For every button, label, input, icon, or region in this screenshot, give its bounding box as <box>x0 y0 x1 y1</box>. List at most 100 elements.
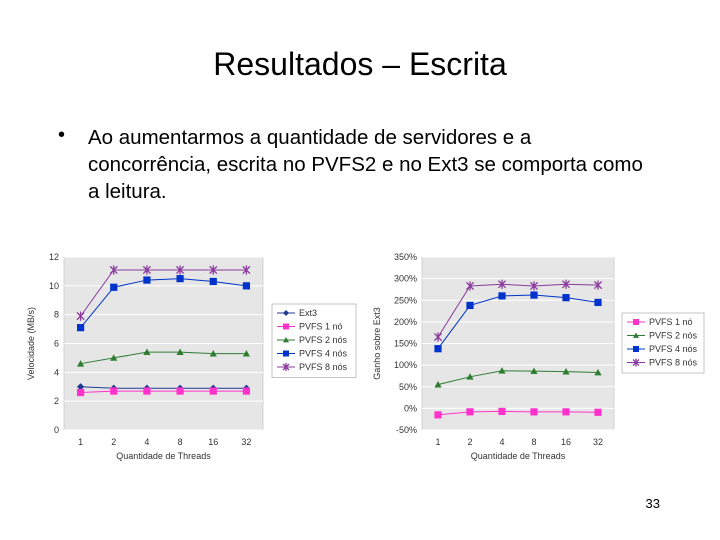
y-tick-label: 0% <box>404 403 417 413</box>
data-point <box>465 281 475 291</box>
y-tick-label: 0 <box>54 425 59 435</box>
data-point <box>110 354 118 361</box>
y-tick-label: 300% <box>394 274 417 284</box>
series-line <box>80 351 247 365</box>
legend-marker <box>283 323 289 330</box>
page-number: 33 <box>645 496 660 511</box>
legend-label: PVFS 4 nós <box>649 344 698 354</box>
series-2 <box>434 291 602 353</box>
data-point <box>109 265 118 275</box>
data-point <box>434 345 442 353</box>
data-point <box>242 349 251 357</box>
series-line <box>80 386 247 389</box>
data-point <box>142 265 151 275</box>
data-point <box>433 332 443 342</box>
legend-label: PVFS 8 nós <box>299 362 348 372</box>
data-point <box>76 311 85 321</box>
series-line <box>80 269 247 317</box>
y-axis-label: Velocidade (MB/s) <box>26 307 36 380</box>
data-point <box>209 387 217 395</box>
y-tick-label: 50% <box>399 382 417 392</box>
data-point <box>498 367 506 374</box>
series-line <box>437 410 599 416</box>
series-3 <box>76 275 251 332</box>
y-tick-label: 200% <box>394 317 417 327</box>
data-point <box>176 265 185 275</box>
data-point <box>176 275 184 283</box>
y-tick-label: 8 <box>54 310 59 320</box>
data-point <box>76 324 85 332</box>
legend-marker <box>632 358 640 367</box>
legend-label: PVFS 1 nó <box>649 317 693 327</box>
data-point <box>498 292 506 300</box>
legend-label: PVFS 2 nós <box>299 335 348 345</box>
legend-marker <box>633 319 639 325</box>
x-axis-label: Quantidade de Threads <box>471 451 566 461</box>
data-point <box>466 301 474 310</box>
data-point <box>176 387 184 395</box>
legend-marker <box>633 332 639 338</box>
data-point <box>110 387 118 395</box>
data-point <box>594 298 602 307</box>
data-point <box>143 276 151 284</box>
data-point <box>176 348 184 356</box>
data-point <box>530 291 538 299</box>
gain-chart: -50% 0% 50% 100% 150% 200% 250% 300% 350% 1 2 4 8 16 3… <box>372 252 705 461</box>
y-tick-label: 12 <box>49 252 59 262</box>
y-tick-label: 100% <box>394 360 417 370</box>
data-point <box>242 282 251 290</box>
data-point <box>530 367 538 375</box>
series-line <box>437 283 599 338</box>
series-line <box>80 390 247 394</box>
data-point <box>242 265 251 275</box>
data-point <box>562 408 570 416</box>
x-tick-label: 16 <box>208 437 218 447</box>
series-1 <box>434 367 602 388</box>
y-axis-label: Ganho sobre Ext3 <box>372 307 382 380</box>
x-tick-label: 4 <box>499 437 504 447</box>
data-point <box>143 348 151 356</box>
x-tick-label: 4 <box>144 437 149 447</box>
legend-marker <box>283 337 289 343</box>
data-point <box>434 411 442 419</box>
bullet-dot-icon: • <box>58 124 66 146</box>
data-point <box>209 349 217 357</box>
legend-marker <box>283 310 289 316</box>
data-point <box>561 279 571 289</box>
x-tick-label: 8 <box>531 437 536 447</box>
x-tick-label: 32 <box>593 437 603 447</box>
x-tick-label: 8 <box>178 437 183 447</box>
x-tick-label: 2 <box>111 437 116 447</box>
y-tick-label: 350% <box>394 252 417 262</box>
data-point <box>143 387 151 395</box>
data-point <box>562 368 570 375</box>
series-4 <box>76 265 251 321</box>
data-point <box>562 294 570 302</box>
legend-label: PVFS 1 nó <box>299 322 343 332</box>
x-tick-label: 1 <box>78 437 83 447</box>
data-point <box>497 279 507 289</box>
data-point <box>209 277 217 286</box>
data-point <box>530 408 538 416</box>
data-point <box>110 283 118 291</box>
data-point <box>594 408 602 416</box>
y-tick-label: 250% <box>394 295 417 305</box>
legend-label: Ext3 <box>299 308 317 318</box>
y-tick-label: 2 <box>54 396 59 406</box>
data-point <box>593 280 603 290</box>
bullet-text: Ao aumentarmos a quantidade de servidore… <box>88 126 643 203</box>
data-point <box>498 407 506 416</box>
legend-marker <box>633 346 639 352</box>
legend-label: PVFS 8 nós <box>649 358 698 368</box>
y-tick-label: 4 <box>54 367 59 377</box>
series-line <box>437 294 599 349</box>
data-point <box>594 368 602 376</box>
x-tick-label: 1 <box>435 437 440 447</box>
x-tick-label: 16 <box>561 437 571 447</box>
series-3 <box>433 279 603 342</box>
legend-marker <box>283 350 289 357</box>
data-point <box>76 383 85 391</box>
x-tick-label: 2 <box>467 437 472 447</box>
series-1 <box>76 387 251 397</box>
